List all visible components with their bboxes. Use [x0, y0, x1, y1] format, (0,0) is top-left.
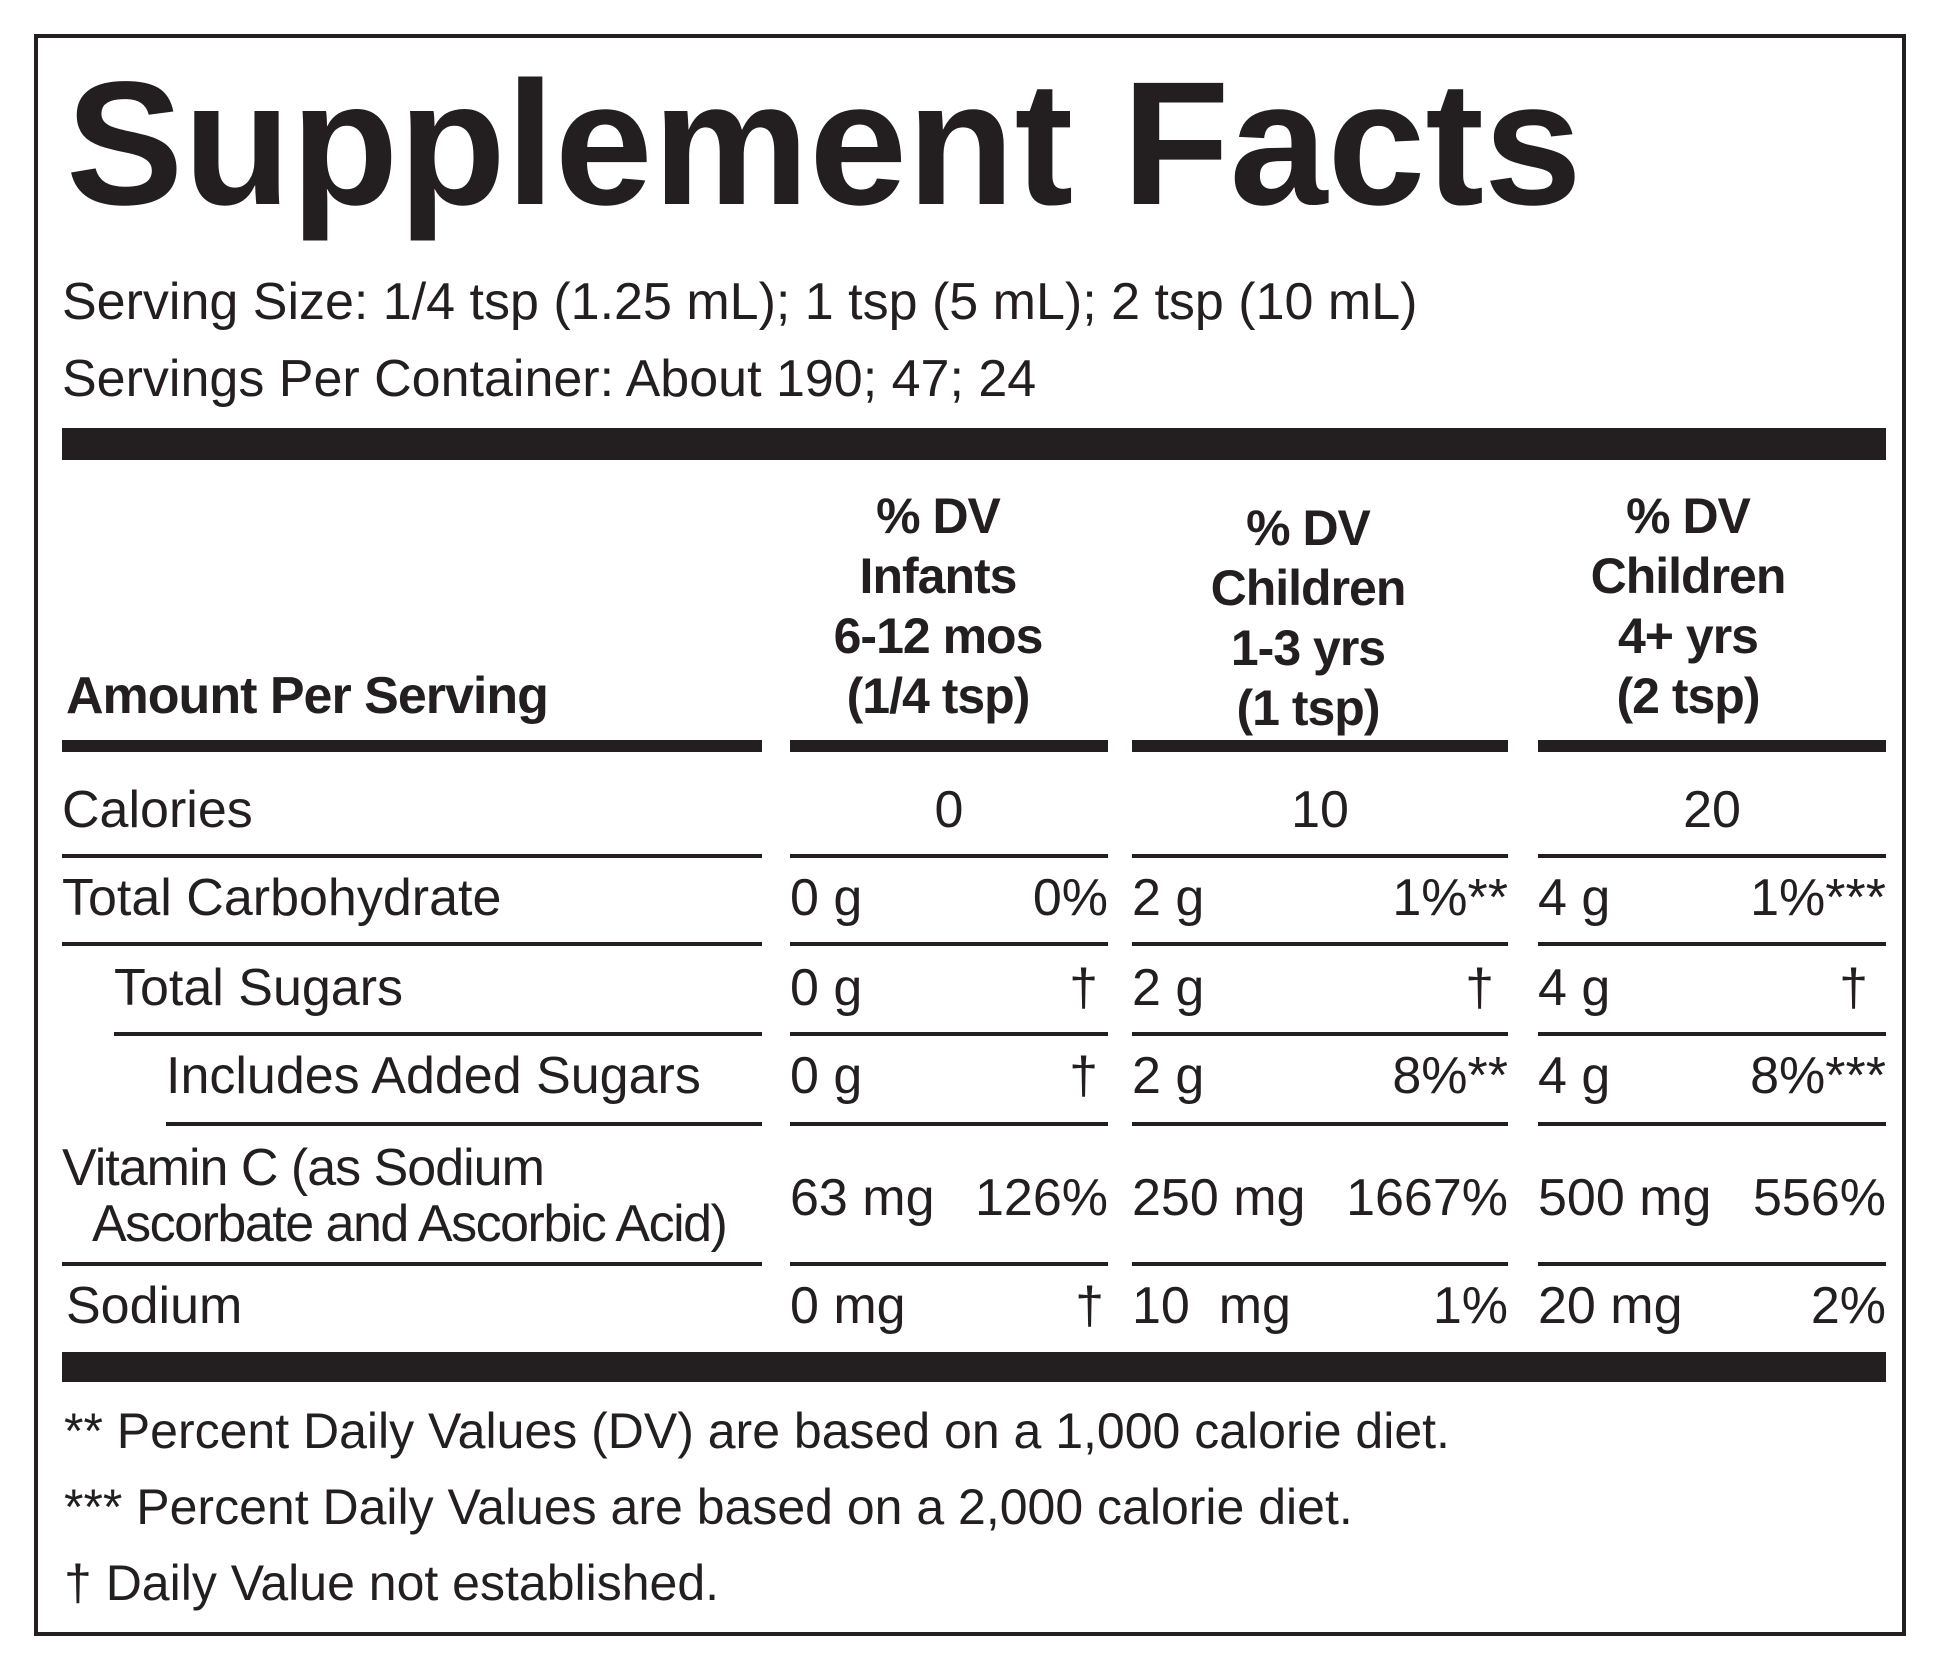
row-divider [790, 1262, 1108, 1266]
row-divider [62, 942, 762, 946]
row-divider [1132, 1122, 1508, 1126]
added-sugars-dv-infants: † [1069, 1047, 1098, 1105]
row-divider [166, 1122, 762, 1126]
servings-per-container: Servings Per Container: About 190; 47; 2… [62, 350, 1037, 408]
added-sugars-amount-children-1-3: 2 g [1132, 1047, 1205, 1105]
thick-divider-top [62, 428, 1886, 460]
vitamin-c-dv-children-4plus: 556% [1753, 1169, 1886, 1227]
sugars-amount-children-1-3: 2 g [1132, 959, 1205, 1017]
carb-amount-infants: 0 g [790, 869, 863, 927]
footnote-dagger: † Daily Value not established. [64, 1555, 720, 1611]
header-bar-children-1-3 [1132, 740, 1508, 752]
row-label-sodium: Sodium [66, 1277, 243, 1335]
row-label-added-sugars: Includes Added Sugars [166, 1047, 701, 1105]
carb-dv-infants: 0% [1032, 869, 1108, 927]
row-label-total-sugars: Total Sugars [114, 959, 404, 1017]
row-divider [114, 1032, 762, 1036]
row-label-vitamin-c-line2: Ascorbate and Ascorbic Acid) [92, 1195, 728, 1253]
carb-amount-children-1-3: 2 g [1132, 869, 1205, 927]
sodium-dv-children-4plus: 2% [1810, 1277, 1886, 1335]
page-title: Supplement Facts [66, 46, 1582, 242]
carb-amount-children-4plus: 4 g [1538, 869, 1611, 927]
row-divider [790, 1122, 1108, 1126]
header-bar-infants [790, 740, 1108, 752]
footnote-2000-calorie: *** Percent Daily Values are based on a … [64, 1479, 1353, 1535]
row-divider [1538, 942, 1886, 946]
sodium-dv-infants: † [1075, 1277, 1104, 1335]
sugars-dv-children-4plus: † [1839, 959, 1868, 1017]
row-divider [1538, 1122, 1886, 1126]
row-divider [1538, 1032, 1886, 1036]
header-bar-label [62, 740, 762, 752]
row-label-total-carbohydrate: Total Carbohydrate [62, 869, 502, 927]
column-header-infants: % DV Infants 6-12 mos (1/4 tsp) [833, 488, 1044, 724]
sodium-amount-children-4plus: 20 mg [1538, 1277, 1683, 1335]
sugars-amount-children-4plus: 4 g [1538, 959, 1611, 1017]
vitamin-c-dv-children-1-3: 1667% [1346, 1169, 1508, 1227]
row-label-calories: Calories [62, 781, 253, 839]
added-sugars-amount-children-4plus: 4 g [1538, 1047, 1611, 1105]
vitamin-c-amount-children-4plus: 500 mg [1538, 1169, 1712, 1227]
vitamin-c-amount-infants: 63 mg [790, 1169, 935, 1227]
footnote-1000-calorie: ** Percent Daily Values (DV) are based o… [64, 1403, 1450, 1459]
serving-size: Serving Size: 1/4 tsp (1.25 mL); 1 tsp (… [62, 273, 1418, 331]
supplement-facts-panel: Supplement Facts Serving Size: 1/4 tsp (… [34, 34, 1906, 1636]
vitamin-c-dv-infants: 126% [975, 1169, 1108, 1227]
row-divider [1132, 942, 1508, 946]
sodium-dv-children-1-3: 1% [1432, 1277, 1508, 1335]
amount-per-serving-label: Amount Per Serving [66, 667, 549, 725]
carb-dv-children-4plus: 1%*** [1750, 869, 1886, 927]
thick-divider-bottom [62, 1352, 1886, 1382]
added-sugars-dv-children-4plus: 8%*** [1750, 1047, 1886, 1105]
sodium-amount-children-1-3: 10 mg [1132, 1277, 1291, 1335]
row-divider [1132, 1262, 1508, 1266]
header-bar-children-4plus [1538, 740, 1886, 752]
row-divider [1538, 854, 1886, 858]
row-divider [790, 854, 1108, 858]
added-sugars-dv-children-1-3: 8%** [1392, 1047, 1508, 1105]
sugars-dv-infants: † [1069, 959, 1098, 1017]
row-divider [790, 942, 1108, 946]
row-divider [1132, 1032, 1508, 1036]
row-divider [1132, 854, 1508, 858]
calories-children-1-3: 10 [1291, 781, 1349, 839]
row-divider [62, 854, 762, 858]
column-header-children-1-3: % DV Children 1-3 yrs (1 tsp) [1210, 500, 1407, 736]
calories-children-4plus: 20 [1683, 781, 1741, 839]
calories-infants: 0 [934, 781, 964, 839]
sodium-amount-infants: 0 mg [790, 1277, 906, 1335]
added-sugars-amount-infants: 0 g [790, 1047, 863, 1105]
row-divider [1538, 1262, 1886, 1266]
row-label-vitamin-c-line1: Vitamin C (as Sodium [62, 1139, 545, 1197]
row-divider [62, 1262, 762, 1266]
sugars-dv-children-1-3: † [1465, 959, 1494, 1017]
sugars-amount-infants: 0 g [790, 959, 863, 1017]
carb-dv-children-1-3: 1%** [1392, 869, 1508, 927]
row-divider [790, 1032, 1108, 1036]
vitamin-c-amount-children-1-3: 250 mg [1132, 1169, 1306, 1227]
column-header-children-4plus: % DV Children 4+ yrs (2 tsp) [1590, 488, 1787, 724]
